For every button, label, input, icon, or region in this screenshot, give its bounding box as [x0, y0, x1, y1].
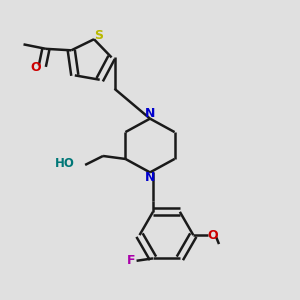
Text: S: S: [94, 28, 103, 42]
Text: HO: HO: [55, 157, 75, 170]
Text: O: O: [207, 229, 218, 242]
Text: N: N: [145, 171, 155, 184]
Text: N: N: [145, 107, 155, 120]
Text: O: O: [30, 61, 41, 74]
Text: F: F: [127, 254, 135, 267]
